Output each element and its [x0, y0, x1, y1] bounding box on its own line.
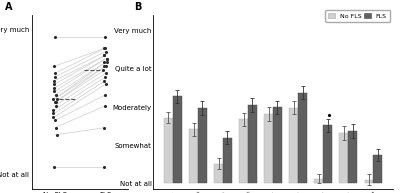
Bar	[340, 133, 348, 183]
Point	[52, 75, 58, 79]
Point	[51, 166, 57, 169]
Bar	[290, 108, 298, 183]
Point	[103, 50, 109, 53]
Point	[101, 166, 107, 169]
Bar	[323, 125, 332, 183]
Point	[52, 101, 59, 104]
Point	[100, 68, 107, 71]
Point	[50, 112, 57, 115]
Point	[51, 72, 58, 75]
Point	[102, 36, 109, 39]
Bar	[273, 107, 282, 183]
Point	[101, 79, 107, 82]
Point	[104, 61, 110, 64]
Bar	[173, 96, 182, 183]
Point	[53, 101, 59, 104]
Legend: No FLS, FLS: No FLS, FLS	[325, 10, 390, 22]
Bar	[298, 93, 307, 183]
Point	[50, 115, 57, 118]
Bar	[189, 129, 198, 183]
Point	[53, 126, 59, 129]
Bar	[373, 155, 382, 183]
Point	[102, 94, 108, 97]
Bar	[223, 138, 232, 183]
Point	[53, 97, 60, 100]
Bar	[314, 179, 323, 183]
Point	[50, 97, 56, 100]
Point	[102, 75, 109, 79]
Bar	[365, 180, 373, 183]
Bar	[198, 108, 207, 183]
Point	[53, 133, 60, 136]
Text: B: B	[134, 2, 142, 12]
Point	[53, 104, 59, 108]
Point	[101, 126, 107, 129]
Bar	[239, 119, 248, 183]
Point	[103, 64, 109, 68]
Point	[103, 57, 110, 60]
Point	[53, 94, 59, 97]
Point	[101, 104, 108, 108]
Bar	[264, 114, 273, 183]
Point	[102, 47, 108, 50]
Point	[51, 79, 57, 82]
Point	[52, 119, 59, 122]
Point	[50, 83, 57, 86]
Bar	[214, 163, 223, 183]
Bar	[348, 131, 357, 183]
Point	[100, 54, 107, 57]
Point	[102, 72, 109, 75]
Point	[101, 54, 108, 57]
Bar	[164, 118, 173, 183]
Point	[101, 47, 107, 50]
Point	[101, 64, 107, 68]
Point	[50, 86, 57, 89]
Point	[51, 90, 57, 93]
Bar	[248, 105, 257, 183]
Point	[100, 61, 107, 64]
Text: A: A	[5, 2, 13, 12]
Point	[50, 108, 56, 111]
Point	[51, 64, 57, 68]
Point	[103, 83, 109, 86]
Point	[52, 36, 59, 39]
Point	[104, 57, 110, 60]
